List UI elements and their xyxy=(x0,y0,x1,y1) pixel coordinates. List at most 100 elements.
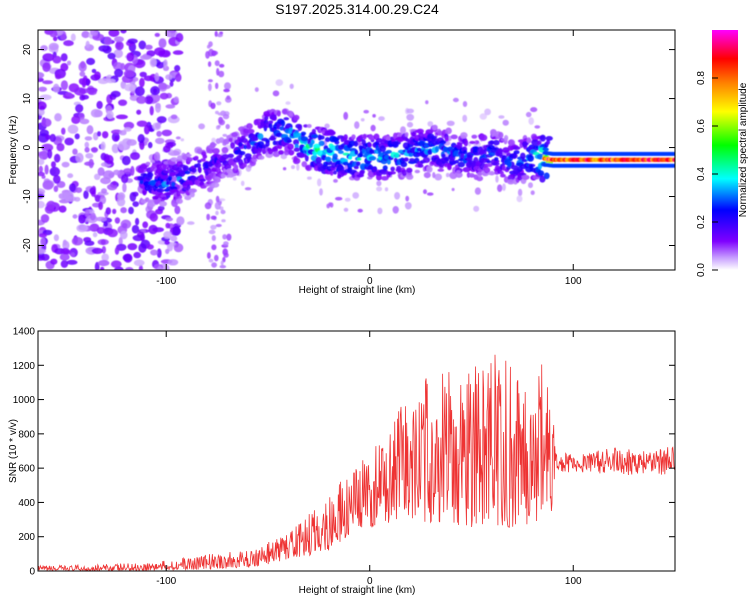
heatmap-cell xyxy=(438,161,445,168)
heatmap-cell xyxy=(183,165,189,173)
heatmap-cell xyxy=(200,158,206,162)
heatmap-cell xyxy=(42,62,51,72)
heatmap-cell xyxy=(305,165,310,170)
heatmap-cell xyxy=(209,141,216,149)
heatmap-cell xyxy=(427,149,433,155)
heatmap-cell xyxy=(246,128,255,134)
heatmap-cell xyxy=(47,149,53,159)
heatmap-cell xyxy=(120,207,127,214)
heatmap-cell xyxy=(521,174,530,180)
heatmap-cell xyxy=(473,174,479,180)
colorbar-tick-label: 0.2 xyxy=(696,215,707,229)
heatmap-cell xyxy=(336,160,342,165)
heatmap-cell xyxy=(525,111,532,118)
heatmap-cell xyxy=(310,139,315,144)
heatmap-cell xyxy=(161,129,173,137)
heatmap-cell xyxy=(100,141,106,151)
heatmap-cell xyxy=(147,199,155,203)
heatmap-cell xyxy=(370,157,375,161)
heatmap-cell xyxy=(400,126,406,135)
heatmap-cell xyxy=(76,224,88,233)
heatmap-cell xyxy=(136,95,147,104)
heatmap-cell xyxy=(100,266,105,270)
heatmap-cell xyxy=(144,44,153,50)
heatmap-cell xyxy=(313,143,321,149)
heatmap-cell xyxy=(78,112,85,120)
heatmap-cell xyxy=(409,158,415,162)
heatmap-cell xyxy=(210,215,217,220)
colorbar: 0.0 0.2 0.4 0.6 0.8 Normalized spectral ampl… xyxy=(696,30,749,277)
heatmap-cell xyxy=(138,40,147,50)
heatmap-cell xyxy=(180,138,185,142)
heatmap-cell xyxy=(204,170,209,176)
x-tick-label: -100 xyxy=(156,276,176,287)
heatmap-cell xyxy=(543,172,550,180)
heatmap-cell xyxy=(427,121,434,127)
heatmap-cell xyxy=(275,79,284,86)
heatmap-cell xyxy=(163,231,172,239)
heatmap-cell xyxy=(134,86,145,97)
heatmap-cell xyxy=(189,188,197,193)
heatmap-cell xyxy=(385,149,392,154)
heatmap-cell xyxy=(128,206,134,215)
heatmap-cell xyxy=(318,140,325,146)
heatmap-cell xyxy=(331,162,337,169)
heatmap-cell xyxy=(354,121,360,129)
y-tick-label: 800 xyxy=(18,429,35,440)
heatmap-cell xyxy=(66,259,78,265)
heatmap-cell xyxy=(110,260,122,268)
heatmap-cell xyxy=(293,139,300,146)
heatmap-cell xyxy=(132,201,139,208)
heatmap-cell xyxy=(71,236,83,246)
heatmap-cell xyxy=(38,101,47,111)
heatmap-cell xyxy=(108,30,120,37)
heatmap-cell xyxy=(379,145,387,153)
heatmap-cell xyxy=(140,54,152,60)
bottom-x-axis-label: Height of straight line (km) xyxy=(299,585,416,596)
heatmap-cell xyxy=(291,165,295,170)
heatmap-cell xyxy=(90,30,99,37)
heatmap-cell xyxy=(460,153,465,160)
heatmap-cell xyxy=(174,65,181,72)
heatmap-cell xyxy=(293,147,300,152)
heatmap-cell xyxy=(191,167,197,173)
heatmap-cell xyxy=(283,117,290,121)
heatmap-cell xyxy=(507,160,512,168)
heatmap-cell xyxy=(265,140,270,147)
heatmap-cell xyxy=(307,176,312,180)
heatmap-cell xyxy=(163,170,171,174)
heatmap-cell xyxy=(226,168,234,174)
heatmap-cell xyxy=(426,165,433,173)
heatmap-cell xyxy=(517,175,523,181)
heatmap-cell xyxy=(114,135,119,141)
heatmap-cell xyxy=(74,133,80,140)
heatmap-cell xyxy=(110,90,121,98)
heatmap-cell xyxy=(243,144,248,150)
heatmap-cell xyxy=(50,258,58,265)
heatmap-cell xyxy=(221,154,230,160)
heatmap-cell xyxy=(96,131,102,137)
heatmap-cell xyxy=(539,134,546,142)
colorbar-tick-label: 0.8 xyxy=(696,71,707,85)
heatmap-cell xyxy=(107,52,116,60)
heatmap-cell xyxy=(74,87,86,96)
heatmap-cell xyxy=(150,159,155,163)
heatmap-cell xyxy=(98,260,110,267)
heatmap-cell xyxy=(133,259,145,267)
heatmap-cell xyxy=(372,167,377,173)
heatmap-cell xyxy=(65,92,73,97)
top-plot-frame xyxy=(37,29,676,271)
heatmap-cell xyxy=(89,212,96,221)
heatmap-cell xyxy=(172,50,184,55)
heatmap-cell xyxy=(377,207,383,215)
y-tick-label: 400 xyxy=(18,498,35,509)
heatmap-cell xyxy=(434,173,443,181)
heatmap-cell xyxy=(479,134,488,141)
heatmap-cell xyxy=(220,173,226,179)
heatmap-cell xyxy=(494,157,499,161)
heatmap-cell xyxy=(406,167,413,173)
heatmap-cell xyxy=(390,166,396,172)
heatmap-cell xyxy=(216,33,223,38)
heatmap-cell xyxy=(389,171,396,175)
heatmap-cell xyxy=(127,243,138,251)
